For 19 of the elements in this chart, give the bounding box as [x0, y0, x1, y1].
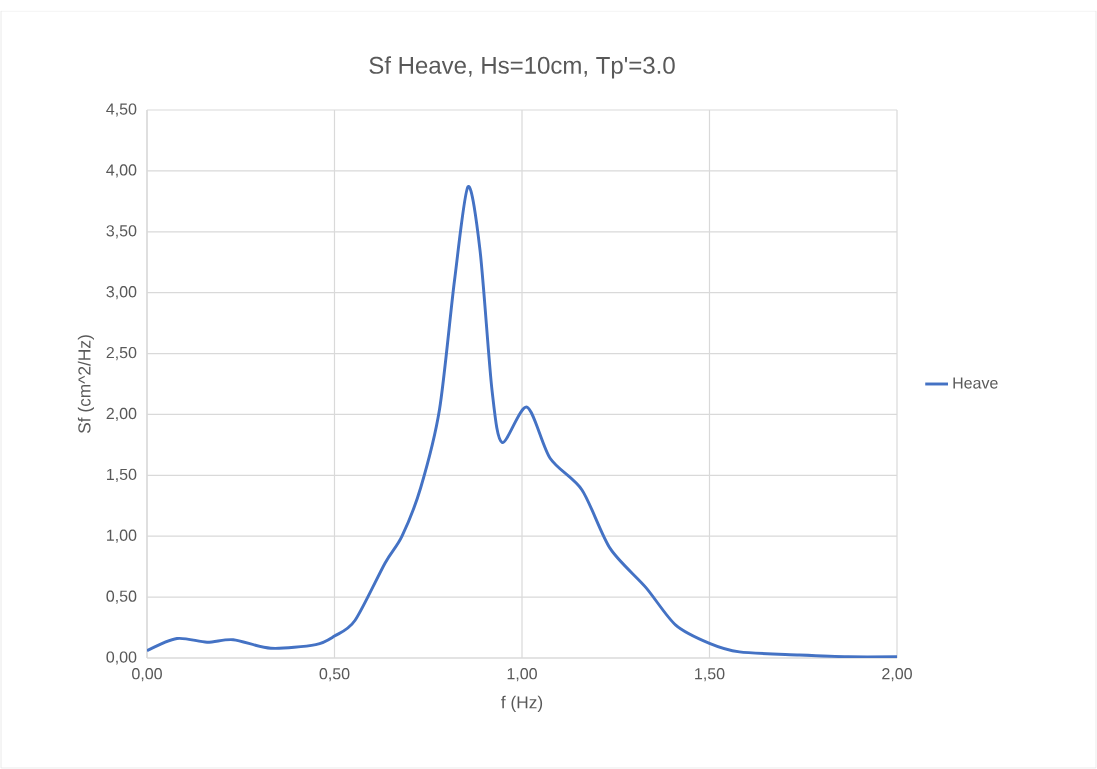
x-tick-label: 0,50: [319, 668, 350, 682]
y-tick-label: 4,00: [106, 164, 137, 178]
legend-label: Heave: [953, 377, 998, 389]
y-tick-label: 0,00: [106, 651, 137, 665]
y-tick-label: 2,00: [106, 407, 137, 422]
y-axis-title: Sf (cm^2/Hz): [77, 335, 94, 434]
y-tick-label: 4,50: [106, 103, 137, 117]
y-tick-label: 2,50: [106, 346, 137, 361]
x-tick-label: 1,50: [695, 668, 725, 682]
x-tick-label: 2,00: [882, 668, 912, 682]
x-tick-label: 1,00: [507, 668, 537, 682]
y-tick-label: 1,50: [107, 468, 137, 482]
x-axis-title: f (Hz): [501, 695, 543, 712]
y-tick-label: 0,50: [106, 590, 137, 604]
y-tick-label: 3,50: [106, 225, 137, 239]
y-tick-label: 3,00: [106, 286, 137, 300]
y-tick-label: 1,00: [107, 529, 137, 543]
chart-title: Sf Heave, Hs=10cm, Tp'=3.0: [369, 56, 675, 79]
x-tick-label: 0,00: [132, 668, 162, 682]
